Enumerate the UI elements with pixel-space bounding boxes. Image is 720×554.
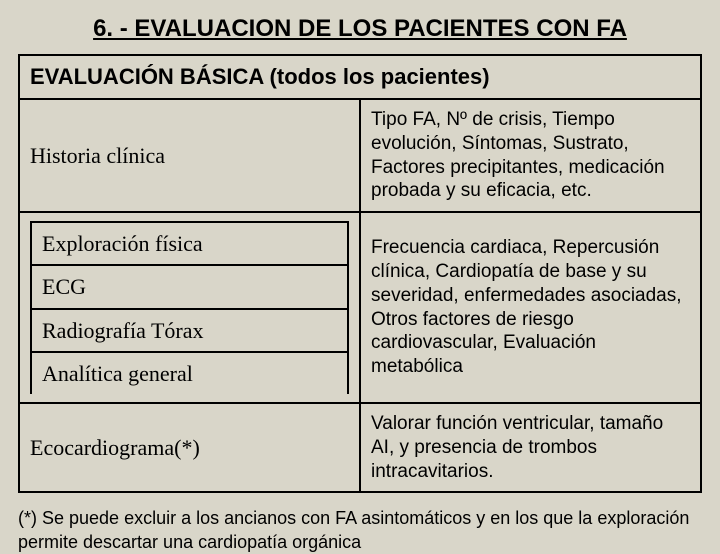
row1-left: Historia clínica xyxy=(19,99,360,212)
row1-right: Tipo FA, Nº de crisis, Tiempo evolución,… xyxy=(360,99,701,212)
row3-right: Valorar función ventricular, tamaño AI, … xyxy=(360,403,701,492)
row2-right: Frecuencia cardiaca, Repercusión clínica… xyxy=(360,212,701,403)
row2-left-group: Exploración física ECG Radiografía Tórax… xyxy=(19,212,360,403)
row2-left-c: Radiografía Tórax xyxy=(31,309,348,352)
row2-left-a: Exploración física xyxy=(31,222,348,265)
slide-title: 6. - EVALUACION DE LOS PACIENTES CON FA xyxy=(58,14,662,44)
slide: 6. - EVALUACION DE LOS PACIENTES CON FA … xyxy=(0,0,720,540)
table-header: EVALUACIÓN BÁSICA (todos los pacientes) xyxy=(19,55,701,99)
evaluation-table: EVALUACIÓN BÁSICA (todos los pacientes) … xyxy=(18,54,702,493)
row3-left: Ecocardiograma(*) xyxy=(19,403,360,492)
row2-left-inner: Exploración física ECG Radiografía Tórax… xyxy=(30,221,349,394)
row2-left-d: Analítica general xyxy=(31,352,348,394)
footnote: (*) Se puede excluir a los ancianos con … xyxy=(18,507,702,554)
row2-left-b: ECG xyxy=(31,265,348,308)
